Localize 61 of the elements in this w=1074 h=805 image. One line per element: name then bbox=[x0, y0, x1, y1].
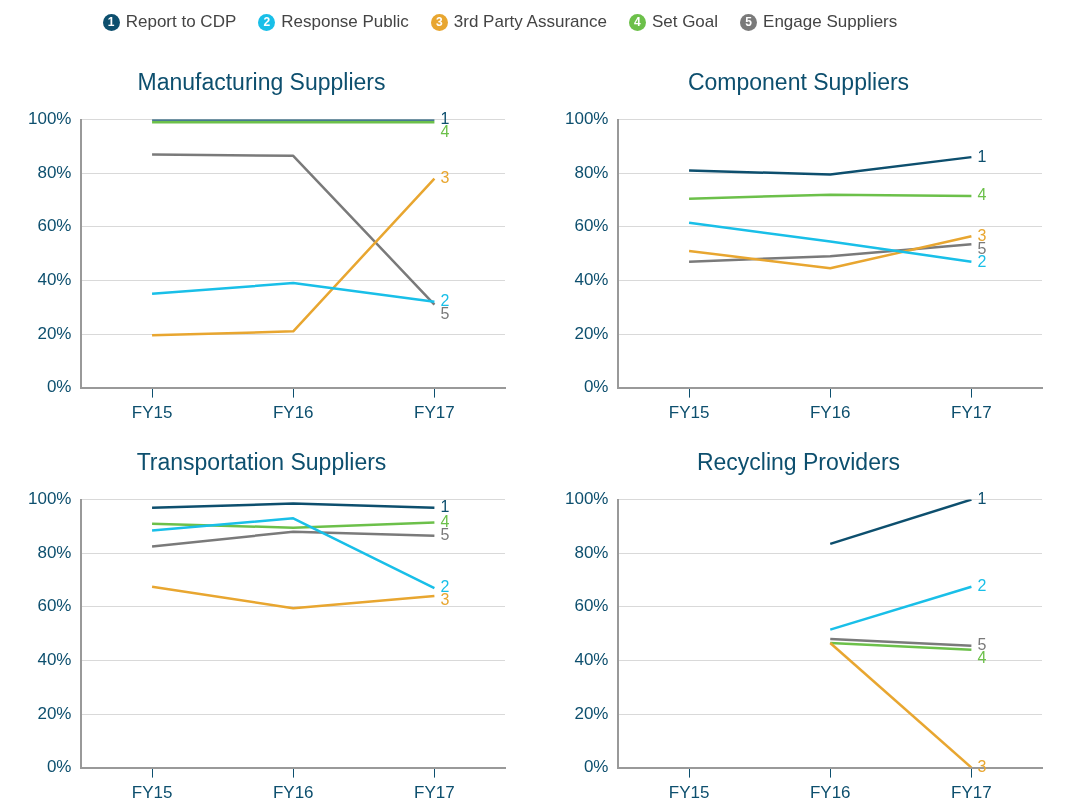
y-tick-label: 40% bbox=[574, 650, 609, 670]
y-tick-label: 60% bbox=[574, 216, 609, 236]
y-tick-label: 100% bbox=[28, 109, 72, 129]
x-tick-label: FY15 bbox=[131, 403, 173, 423]
x-tick-label: FY16 bbox=[272, 403, 314, 423]
x-tick-label: FY17 bbox=[414, 403, 455, 423]
annotation: 1 bbox=[440, 498, 450, 516]
x-tick-label: FY17 bbox=[951, 403, 992, 423]
annotation: 3 bbox=[440, 591, 450, 609]
x-tick-label: FY16 bbox=[272, 783, 314, 803]
x-tick-label: FY16 bbox=[809, 783, 851, 803]
legend-label: Set Goal bbox=[651, 12, 719, 32]
chart-title: Transportation Suppliers bbox=[136, 449, 387, 476]
x-tick-label: FY16 bbox=[809, 403, 851, 423]
text: 3 bbox=[435, 15, 443, 29]
legend-label: Response Public bbox=[281, 12, 409, 32]
y-tick-label: 100% bbox=[565, 489, 609, 509]
y-tick-label: 0% bbox=[583, 757, 609, 777]
annotation: 1 bbox=[977, 147, 987, 165]
y-tick-label: 80% bbox=[574, 542, 609, 562]
y-tick-label: 60% bbox=[37, 596, 72, 616]
annotation: 4 bbox=[977, 649, 987, 667]
legend-label: Report to CDP bbox=[125, 12, 237, 32]
annotation: 1 bbox=[977, 490, 987, 508]
legend-label: 3rd Party Assurance bbox=[453, 12, 607, 32]
annotation: 3 bbox=[440, 168, 450, 186]
annotation: 4 bbox=[440, 123, 450, 141]
y-tick-label: 0% bbox=[46, 757, 72, 777]
chart-title: Manufacturing Suppliers bbox=[137, 69, 386, 96]
x-tick-label: FY15 bbox=[131, 783, 173, 803]
y-tick-label: 60% bbox=[37, 216, 72, 236]
y-tick-label: 20% bbox=[37, 323, 72, 343]
text: 4 bbox=[634, 15, 641, 29]
x-tick-label: FY15 bbox=[668, 403, 710, 423]
annotation: 4 bbox=[977, 186, 987, 204]
y-tick-label: 40% bbox=[37, 650, 72, 670]
legend-label: Engage Suppliers bbox=[763, 12, 898, 32]
x-tick-label: FY17 bbox=[951, 783, 992, 803]
text: 1 bbox=[107, 15, 115, 29]
y-tick-label: 80% bbox=[37, 542, 72, 562]
y-tick-label: 20% bbox=[574, 323, 609, 343]
text: 2 bbox=[263, 15, 271, 29]
y-tick-label: 0% bbox=[46, 377, 72, 397]
chart-title: Recycling Providers bbox=[696, 449, 901, 476]
y-tick-label: 20% bbox=[574, 703, 609, 723]
y-tick-label: 40% bbox=[37, 270, 72, 290]
x-tick-label: FY15 bbox=[668, 783, 710, 803]
annotation: 5 bbox=[440, 526, 450, 544]
y-tick-label: 80% bbox=[37, 162, 72, 182]
y-tick-label: 40% bbox=[574, 270, 609, 290]
y-tick-label: 20% bbox=[37, 703, 72, 723]
x-tick-label: FY17 bbox=[414, 783, 455, 803]
y-tick-label: 100% bbox=[28, 489, 72, 509]
text: 5 bbox=[745, 15, 752, 29]
y-tick-label: 80% bbox=[574, 162, 609, 182]
y-tick-label: 0% bbox=[583, 377, 609, 397]
y-tick-label: 60% bbox=[574, 596, 609, 616]
chart-title: Component Suppliers bbox=[687, 69, 910, 96]
annotation: 2 bbox=[977, 577, 987, 595]
y-tick-label: 100% bbox=[565, 109, 609, 129]
annotation: 3 bbox=[977, 758, 987, 776]
